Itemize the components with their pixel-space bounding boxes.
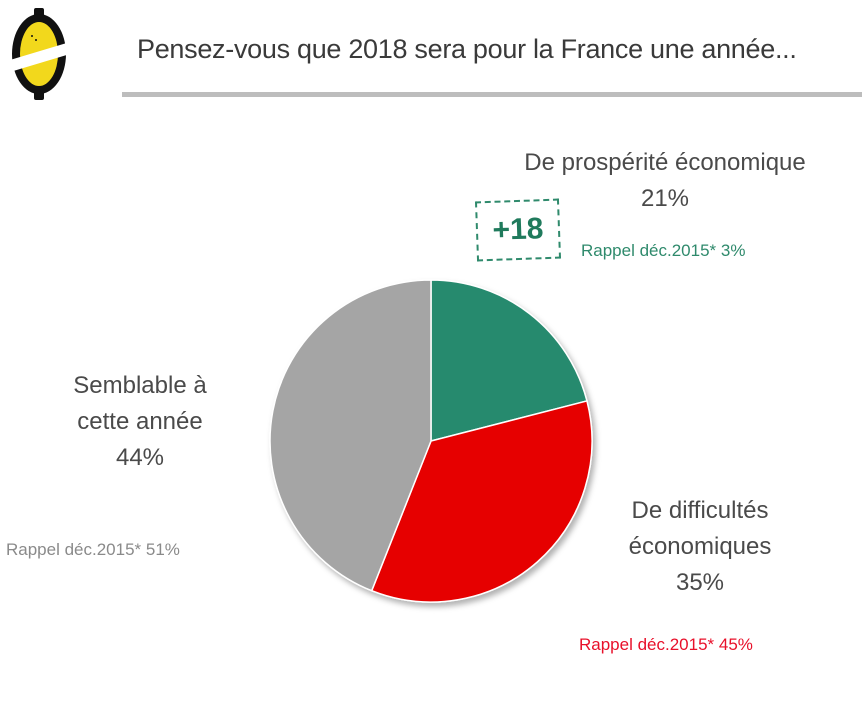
similar-label-line1: Semblable à — [73, 372, 207, 399]
difficulties-label-line1: De difficultés — [631, 497, 769, 524]
difficulties-recall: Rappel déc.2015* 45% — [579, 635, 753, 654]
prosperity-delta-badge: +18 — [474, 198, 562, 262]
prosperity-percent: 21% — [640, 185, 690, 212]
similar-label-line2: cette année — [77, 408, 203, 435]
lemon-logo-icon — [10, 8, 90, 100]
similar-recall: Rappel déc.2015* 51% — [6, 540, 180, 559]
slice-label-prosperity: De prospérité économique 21% — [470, 145, 860, 217]
prosperity-label: De prospérité économique — [524, 149, 806, 176]
difficulties-label-line2: économiques — [628, 533, 772, 560]
slice-label-difficulties: De difficultés économiques 35% — [600, 493, 800, 601]
page-title: Pensez-vous que 2018 sera pour la France… — [137, 34, 797, 64]
slice-label-similar: Semblable à cette année 44% — [30, 368, 250, 476]
pie-slice-difficulties — [370, 400, 593, 603]
prosperity-recall: Rappel déc.2015* 3% — [581, 241, 746, 260]
title-divider — [122, 92, 862, 97]
pie-slice-similar — [269, 279, 432, 592]
pie-slice-prosperity — [430, 279, 588, 442]
similar-percent: 44% — [115, 444, 165, 471]
difficulties-percent: 35% — [675, 569, 725, 596]
